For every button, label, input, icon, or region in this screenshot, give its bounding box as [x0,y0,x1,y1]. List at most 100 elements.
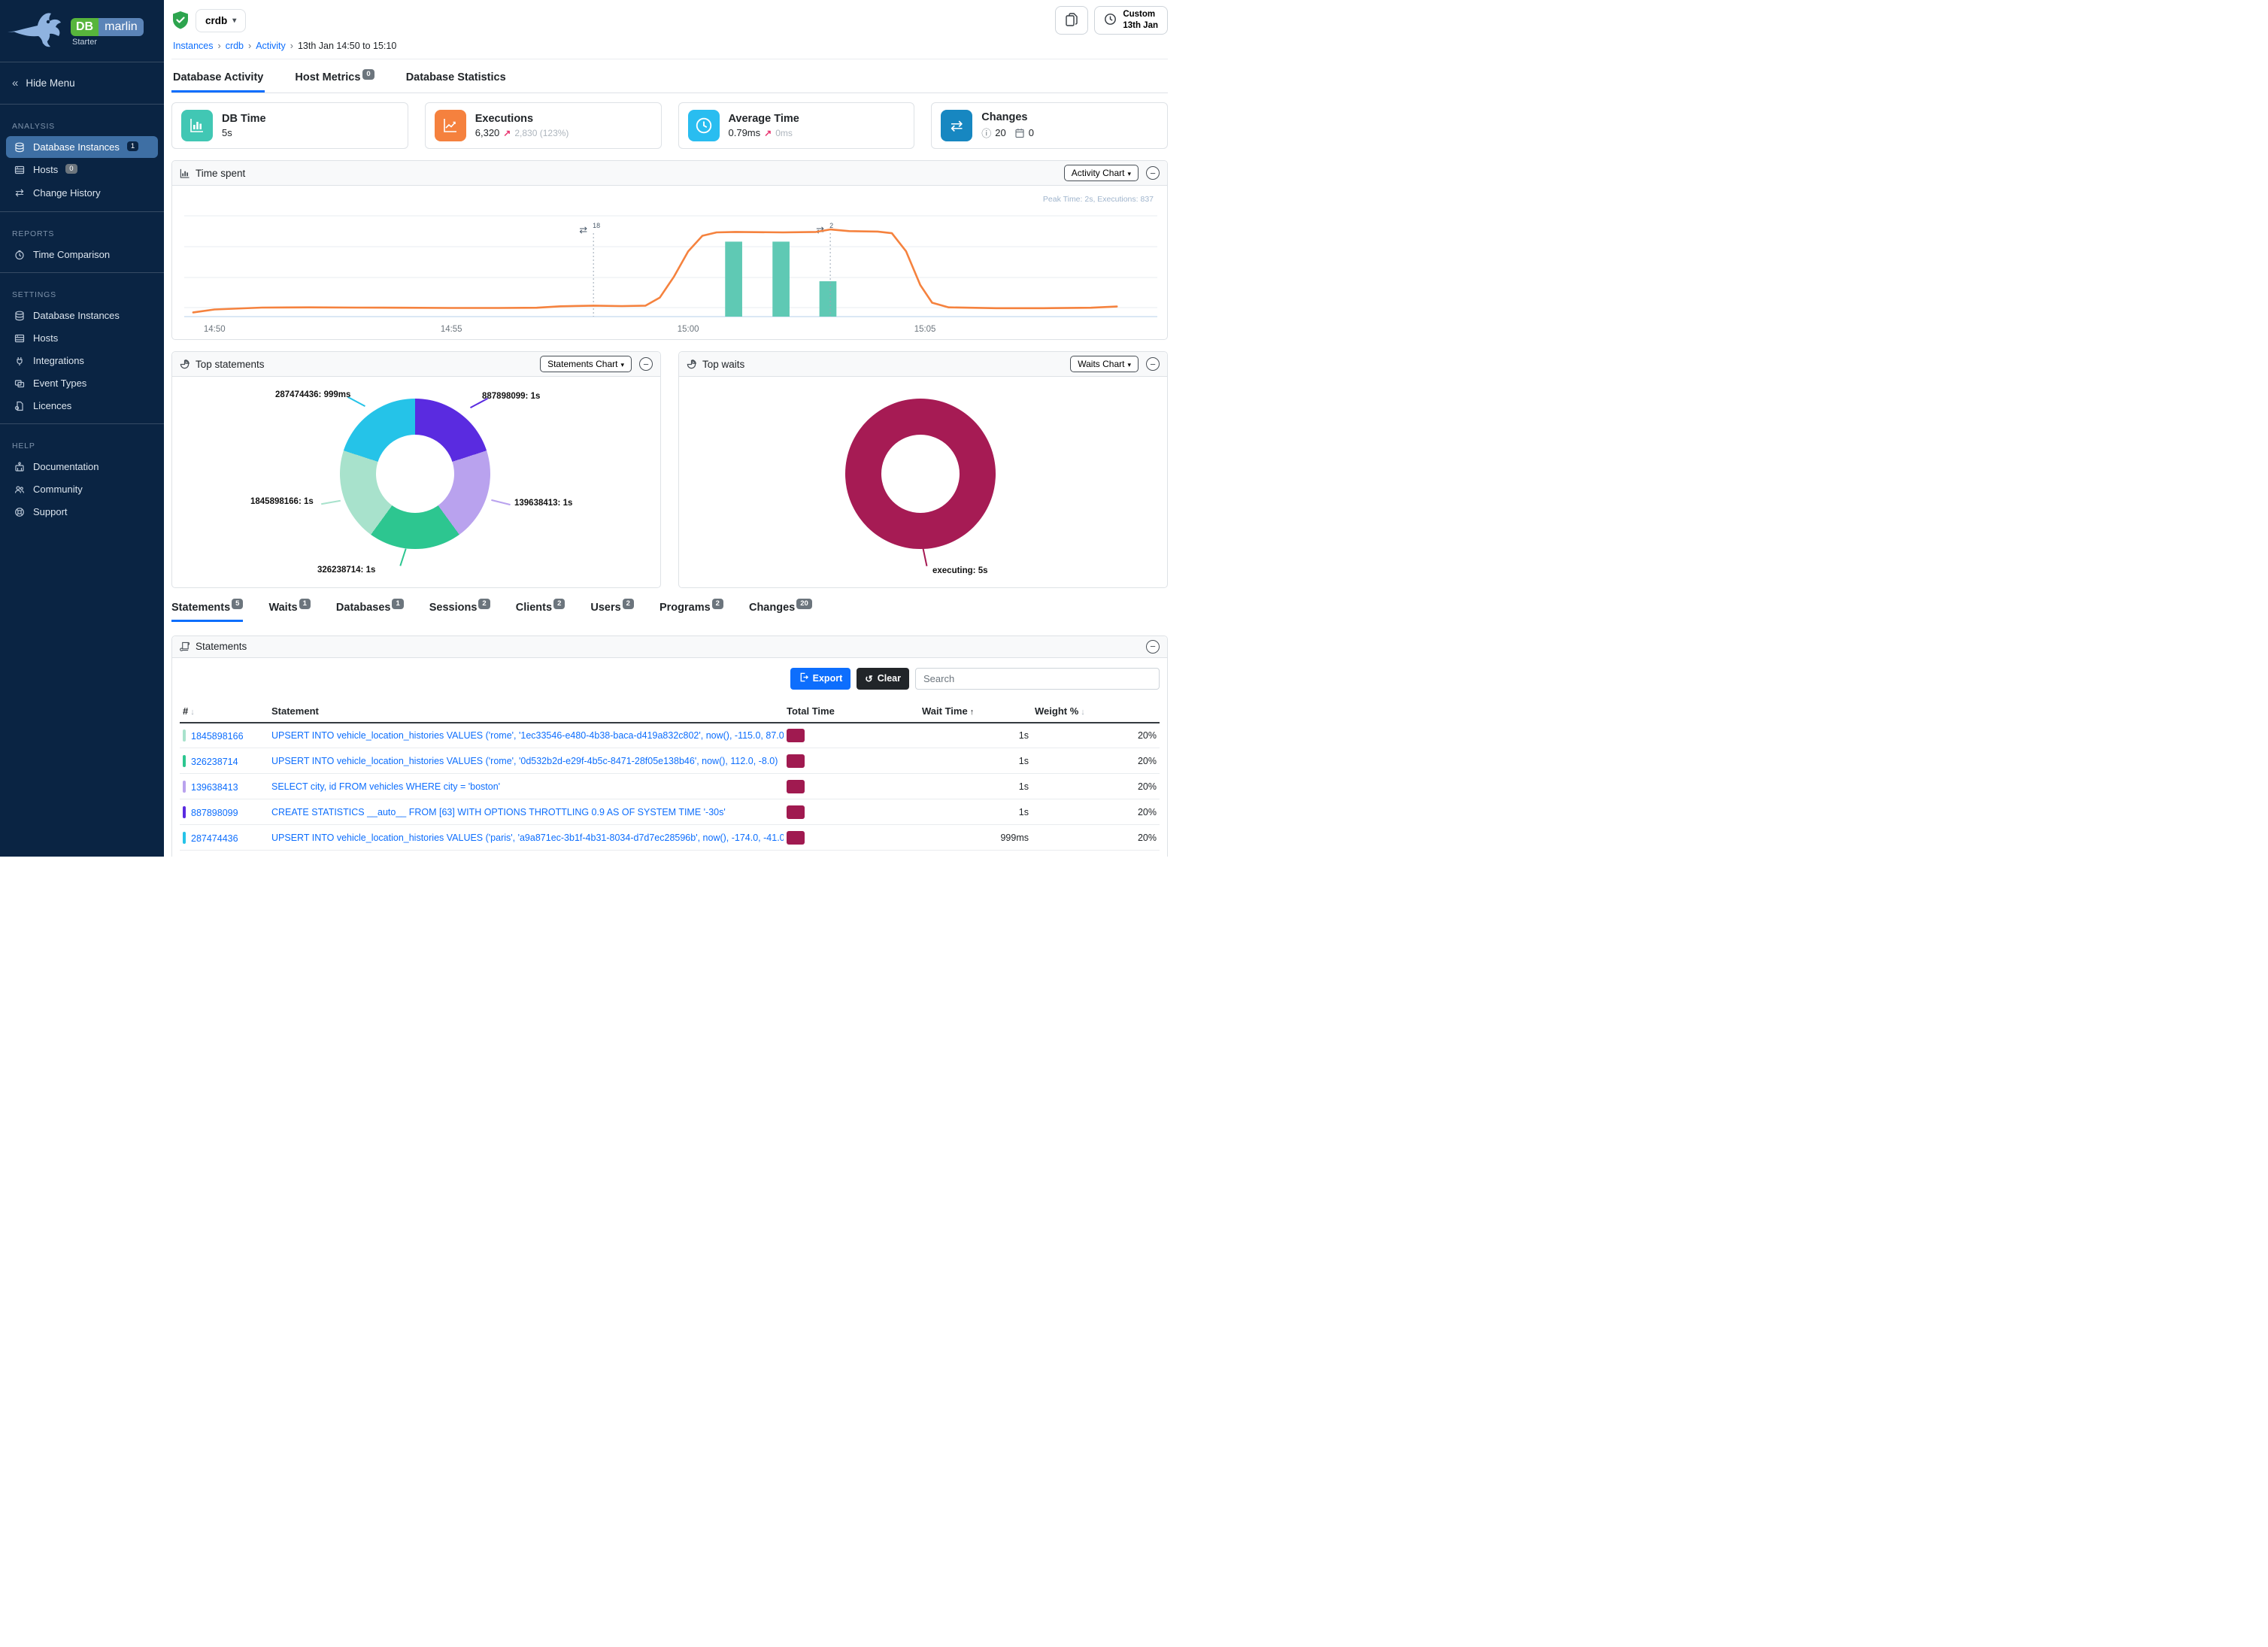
tab-host-metrics[interactable]: Host Metrics 0 [293,67,375,93]
minus-icon: − [1150,358,1156,370]
column-header-weight[interactable]: Weight % ↓ [1032,699,1160,723]
tab-waits[interactable]: Waits 1 [268,599,311,622]
column-header-total-time[interactable]: Total Time [784,699,919,723]
donut-label: 1845898166: 1s [250,497,314,506]
marlin-fish-icon [6,8,71,53]
copy-link-button[interactable] [1055,6,1089,35]
tab-changes[interactable]: Changes 20 [749,599,812,622]
sidebar-item-documentation[interactable]: Documentation [6,456,158,478]
statement-id-link[interactable]: 1845898166 [191,730,244,742]
tab-databases[interactable]: Databases 1 [336,599,404,622]
sidebar-item-settings-hosts[interactable]: Hosts [6,327,158,349]
sidebar-item-label: Event Types [33,378,87,389]
time-spent-chart[interactable]: ⇄ 18 ⇄ 2 14:50 14:55 15:00 15:05 [174,190,1166,338]
clear-button[interactable]: ↺ Clear [857,667,909,690]
collapse-panel-button[interactable]: − [1146,357,1160,371]
statements-donut-chart[interactable] [340,399,490,549]
breadcrumb-link-instances[interactable]: Instances [173,41,214,51]
collapse-panel-button[interactable]: − [1146,639,1160,654]
sidebar-item-label: Integrations [33,355,84,366]
column-header-wait-time[interactable]: Wait Time ↑ [919,699,1032,723]
sidebar-item-label: Database Instances [33,141,120,153]
collapse-panel-button[interactable]: − [639,357,653,371]
export-button[interactable]: Export [790,667,851,690]
statement-text-link[interactable]: CREATE STATISTICS __auto__ FROM [63] WIT… [271,806,726,817]
waits-donut-chart[interactable] [845,399,996,549]
app-root: DB marlin Starter « Hide Menu ANALYSIS Da… [0,0,1179,857]
statement-id-link[interactable]: 287474436 [191,833,238,844]
breadcrumb-link-activity[interactable]: Activity [256,41,286,51]
time-range-button[interactable]: Custom 13th Jan [1094,6,1168,35]
sidebar-item-label: Community [33,484,83,495]
waits-chart-select[interactable]: Waits Chart ▾ [1070,356,1139,372]
card-title: Changes [981,111,1028,123]
donut-hole [376,435,454,513]
search-input[interactable] [915,667,1160,690]
statements-chart-select[interactable]: Statements Chart ▾ [540,356,632,372]
sidebar-item-support[interactable]: Support [6,501,158,523]
total-time-bar [787,830,805,845]
clock-icon [687,110,720,141]
calendar-icon [1014,128,1025,138]
sidebar-section-reports: REPORTS [12,229,55,238]
time-spent-chart-area[interactable]: Peak Time: 2s, Executions: 837 ⇄ 18 ⇄ 2 14:5… [172,186,1167,339]
changes-calendar-count: 0 [1028,127,1034,138]
statement-id-link[interactable]: 887898099 [191,807,238,818]
sidebar-item-integrations[interactable]: Integrations [6,350,158,372]
tab-clients[interactable]: Clients 2 [516,599,565,622]
top-statements-chart: 887898099: 1s 139638413: 1s 326238714: 1… [172,377,660,587]
health-shield-icon [171,11,190,30]
sidebar-item-change-history[interactable]: ⇄ Change History [6,181,158,205]
count-badge: 0 [65,163,77,174]
chevron-down-icon: ▾ [1127,170,1131,177]
collapse-panel-button[interactable]: − [1146,166,1160,180]
sidebar-item-label: Hosts [33,332,59,344]
statement-text-link[interactable]: UPSERT INTO vehicle_location_histories V… [271,729,784,741]
chevron-down-icon: ▾ [620,361,624,369]
statement-color-chip [183,831,186,844]
tab-statements[interactable]: Statements 5 [171,599,244,622]
statement-text-link[interactable]: UPSERT INTO vehicle_location_histories V… [271,755,778,766]
sidebar-item-settings-database-instances[interactable]: Database Instances [6,305,158,326]
svg-text:⇄: ⇄ [579,224,587,235]
bar-chart-icon [180,168,190,178]
breadcrumb-link-crdb[interactable]: crdb [225,41,244,51]
statement-color-chip [183,729,186,742]
sidebar-item-event-types[interactable]: Event Types [6,372,158,394]
sidebar-item-licences[interactable]: Licences [6,395,158,417]
statement-id-link[interactable]: 139638413 [191,781,238,793]
tab-users[interactable]: Users 2 [590,599,634,622]
total-time-bar [787,728,805,742]
plug-icon [14,356,26,366]
divider [0,211,164,212]
statement-text-link[interactable]: SELECT city, id FROM vehicles WHERE city… [271,781,501,792]
statements-panel-header: Statements − [172,635,1167,658]
table-row: 887898099 CREATE STATISTICS __auto__ FRO… [180,799,1160,825]
sidebar-item-hosts[interactable]: Hosts 0 [6,159,158,180]
sidebar-item-community[interactable]: Community [6,478,158,500]
sidebar-item-database-instances[interactable]: Database Instances 1 [6,136,158,158]
wait-time-value: 1s [919,722,1032,748]
donut-hole [881,435,960,513]
peak-note: Peak Time: 2s, Executions: 837 [1042,195,1154,204]
tab-database-statistics[interactable]: Database Statistics [405,67,508,93]
activity-chart-select[interactable]: Activity Chart ▾ [1063,165,1139,181]
statement-text-link[interactable]: UPSERT INTO vehicle_location_histories V… [271,832,784,843]
sidebar-item-label: Change History [33,187,101,199]
instance-selector-button[interactable]: crdb ▾ [196,8,247,32]
divider [0,423,164,424]
sidebar-item-time-comparison[interactable]: Time Comparison [6,244,158,265]
column-header-num[interactable]: # ↓ [180,699,268,723]
column-header-statement[interactable]: Statement [268,699,784,723]
statement-id-link[interactable]: 326238714 [191,756,238,767]
card-changes: ⇄ Changes ⓘ 20 0 [931,102,1168,149]
tab-database-activity[interactable]: Database Activity [171,67,265,93]
weight-value: 20% [1032,824,1160,851]
count-badge: 1 [299,599,311,609]
tab-programs[interactable]: Programs 2 [659,599,723,622]
pie-chart-icon [687,359,696,369]
hide-menu-button[interactable]: « Hide Menu [0,69,164,97]
swap-arrows-icon: ⇄ [15,187,24,199]
tab-sessions[interactable]: Sessions 2 [429,599,490,622]
top-waits-chart: executing: 5s [679,377,1167,587]
